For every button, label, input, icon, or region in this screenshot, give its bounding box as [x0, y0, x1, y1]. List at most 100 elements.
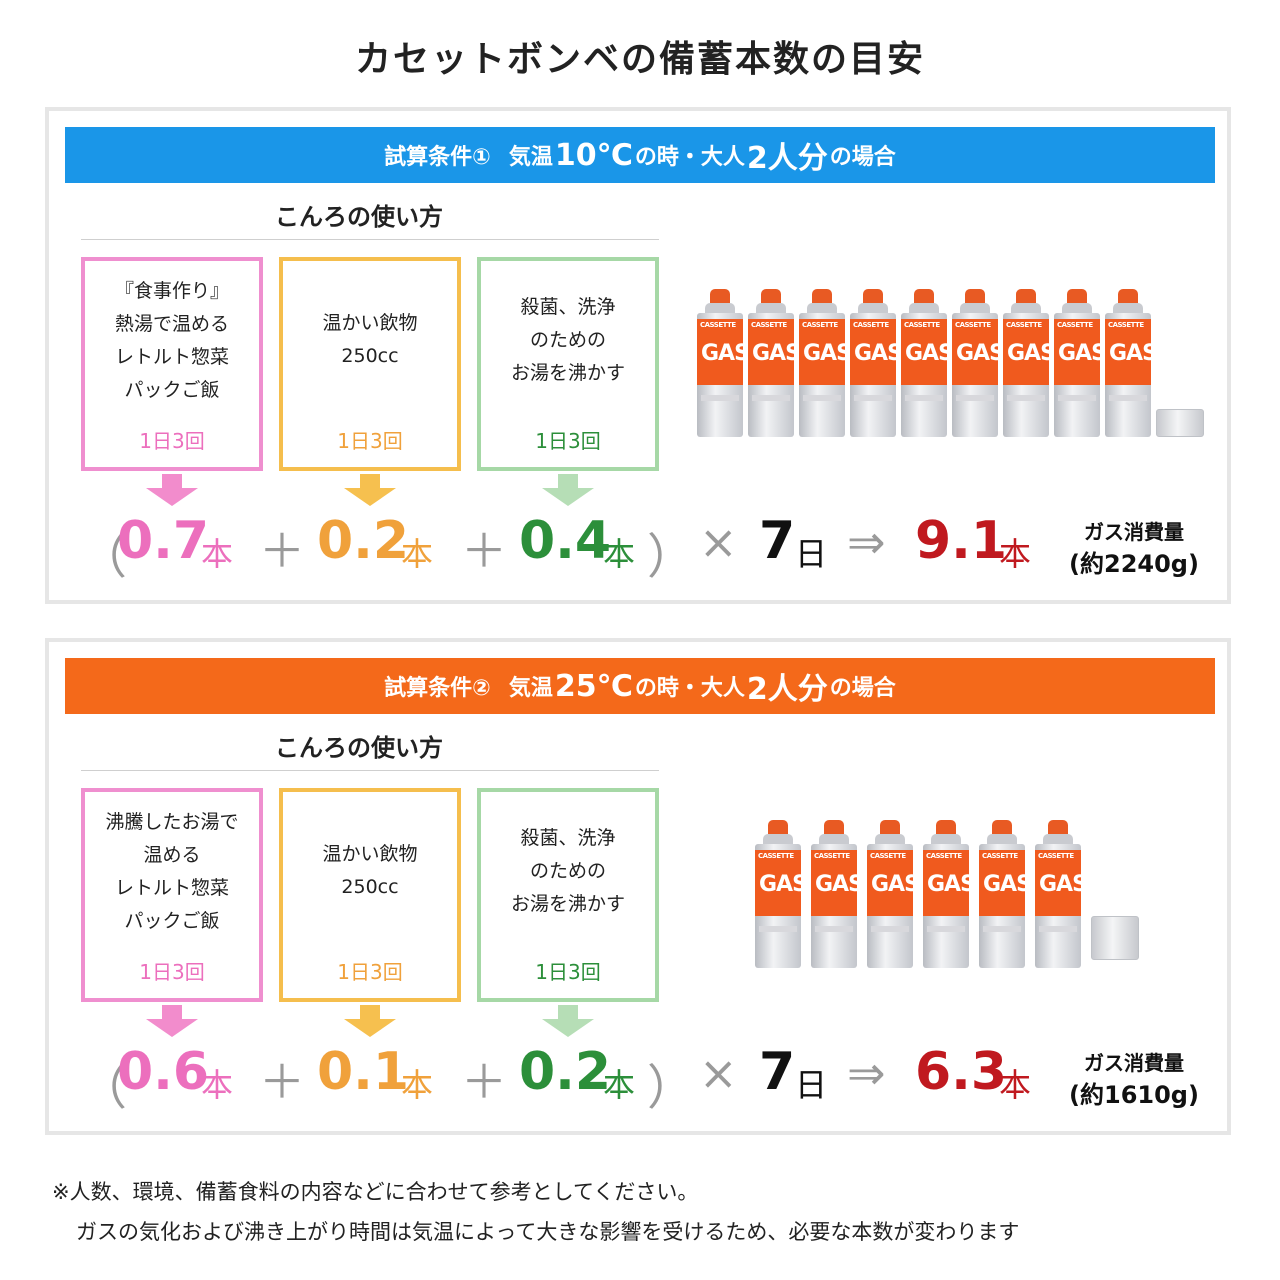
gas-consumption-label: ガス消費量 — [1084, 520, 1184, 544]
banner-people-count: 2人分 — [746, 672, 828, 707]
footnote-line-2: ガスの気化および沸き上がり時間は気温によって大きな影響を受けるため、必要な本数が… — [76, 1220, 1020, 1244]
usage-divider — [81, 239, 659, 240]
total-value: 9.1 — [915, 511, 1008, 571]
drink-value: 0.2 — [317, 511, 410, 571]
banner-pre: 気温 — [508, 676, 553, 701]
gas-consumption-label: ガス消費量 — [1084, 1051, 1184, 1075]
cooking-unit: 本 — [201, 535, 234, 573]
gas-can-icon: CASSETTE GAS — [1003, 289, 1056, 437]
plus-sign: ＋ — [259, 1055, 305, 1109]
usage-heading: こんろの使い方 — [275, 734, 443, 762]
usage-text: 『食事作り』 熱湯で温める レトルト惣菜 パックご飯 — [114, 280, 229, 401]
gas-can-icon: CASSETTE GAS — [755, 820, 808, 968]
banner-mid: の時・大人 — [634, 676, 745, 701]
close-paren: ） — [647, 1060, 696, 1116]
scenario-banner-2: 試算条件② 気温 25℃ の時・大人 2人分 の場合 — [65, 658, 1215, 714]
banner-prefix: 試算条件① — [384, 145, 491, 170]
gas-can-icon: CASSETTE GAS — [1054, 289, 1107, 437]
gas-can-icon: CASSETTE GAS — [923, 820, 976, 968]
usage-text: 沸騰したお湯で 温める レトルト惣菜 パックご飯 — [105, 811, 239, 932]
gas-can-icon: CASSETTE GAS — [748, 289, 801, 437]
times-sign: × — [699, 515, 738, 569]
usage-heading: こんろの使い方 — [275, 203, 443, 231]
usage-text: 殺菌、洗浄 のための お湯を沸かす — [510, 296, 625, 384]
plus-sign: ＋ — [461, 1055, 507, 1109]
usage-text: 温かい飲物 250cc — [322, 312, 418, 367]
usage-frequency: 1日3回 — [337, 429, 403, 453]
plus-sign: ＋ — [461, 524, 507, 578]
plus-sign: ＋ — [259, 524, 305, 578]
calculation-equation: （ 0.7 本 ＋ 0.2 本 ＋ 0.4 本 ） × 7 日 ⇒ 9.1 本 … — [69, 503, 1219, 593]
gas-can-icon: CASSETTE GAS — [697, 289, 750, 437]
calculation-equation: （ 0.6 本 ＋ 0.1 本 ＋ 0.2 本 ） × 7 日 ⇒ 6.3 本 … — [69, 1034, 1219, 1124]
days-unit: 日 — [795, 1066, 828, 1104]
drink-unit: 本 — [401, 535, 434, 573]
sterilize-unit: 本 — [603, 1066, 636, 1104]
drink-unit: 本 — [401, 1066, 434, 1104]
usage-frequency: 1日3回 — [337, 960, 403, 984]
gas-can-icon: CASSETTE GAS — [901, 289, 954, 437]
usage-box-sterilize: 殺菌、洗浄 のための お湯を沸かす 1日3回 — [477, 788, 659, 1002]
scenario-panel-1: 試算条件① 気温 10℃ の時・大人 2人分 の場合 こんろの使い方 『食事作り… — [45, 107, 1231, 604]
gas-can-icon: CASSETTE GAS — [811, 820, 864, 968]
gas-can-icon: CASSETTE GAS — [799, 289, 852, 437]
banner-prefix: 試算条件② — [384, 676, 491, 701]
sterilize-unit: 本 — [603, 535, 636, 573]
usage-box-drink: 温かい飲物 250cc 1日3回 — [279, 788, 461, 1002]
total-unit: 本 — [999, 535, 1032, 573]
days-unit: 日 — [795, 535, 828, 573]
page-title: カセットボンベの備蓄本数の目安 — [354, 39, 925, 80]
usage-box-cooking: 『食事作り』 熱湯で温める レトルト惣菜 パックご飯 1日3回 — [81, 257, 263, 471]
banner-mid: の時・大人 — [634, 145, 745, 170]
usage-text: 殺菌、洗浄 のための お湯を沸かす — [510, 827, 625, 915]
open-paren: （ — [79, 529, 128, 585]
banner-post: の場合 — [829, 676, 896, 701]
sterilize-value: 0.4 — [519, 511, 612, 571]
usage-frequency: 1日3回 — [139, 960, 205, 984]
scenario-panel-2: 試算条件② 気温 25℃ の時・大人 2人分 の場合 こんろの使い方 沸騰したお… — [45, 638, 1231, 1135]
usage-divider — [81, 770, 659, 771]
close-paren: ） — [647, 529, 696, 585]
down-arrow-icon — [344, 1005, 396, 1037]
total-unit: 本 — [999, 1066, 1032, 1104]
gas-cans-illustration: CASSETTE GAS CASSETTE GAS CASSETTE GAS CASS… — [697, 289, 1217, 439]
usage-frequency: 1日3回 — [535, 429, 601, 453]
partial-can-icon — [1156, 409, 1204, 437]
usage-text: 温かい飲物 250cc — [322, 843, 418, 898]
gas-can-icon: CASSETTE GAS — [850, 289, 903, 437]
banner-post: の場合 — [829, 145, 896, 170]
total-value: 6.3 — [915, 1042, 1008, 1102]
cooking-unit: 本 — [201, 1066, 234, 1104]
partial-can-icon — [1091, 916, 1139, 960]
usage-frequency: 1日3回 — [535, 960, 601, 984]
banner-pre: 気温 — [508, 145, 553, 170]
drink-value: 0.1 — [317, 1042, 410, 1102]
gas-consumption-value: (約2240g) — [1069, 550, 1199, 578]
banner-temperature: 25℃ — [554, 668, 633, 704]
days-value: 7 — [759, 511, 796, 571]
times-sign: × — [699, 1046, 738, 1100]
banner-people-count: 2人分 — [746, 141, 828, 176]
result-arrow: ⇒ — [847, 515, 886, 569]
days-value: 7 — [759, 1042, 796, 1102]
footnote-line-1: ※人数、環境、備蓄食料の内容などに合わせて参考としてください。 — [52, 1180, 699, 1204]
down-arrow-icon — [146, 1005, 198, 1037]
usage-box-sterilize: 殺菌、洗浄 のための お湯を沸かす 1日3回 — [477, 257, 659, 471]
gas-can-icon: CASSETTE GAS — [867, 820, 920, 968]
down-arrow-icon — [542, 1005, 594, 1037]
result-arrow: ⇒ — [847, 1046, 886, 1100]
down-arrow-icon — [542, 474, 594, 506]
gas-can-icon: CASSETTE GAS — [952, 289, 1005, 437]
banner-temperature: 10℃ — [554, 137, 633, 173]
gas-can-icon: CASSETTE GAS — [979, 820, 1032, 968]
down-arrow-icon — [146, 474, 198, 506]
gas-consumption-value: (約1610g) — [1069, 1081, 1199, 1109]
cooking-value: 0.6 — [117, 1042, 210, 1102]
gas-can-icon: CASSETTE GAS — [1105, 289, 1158, 437]
open-paren: （ — [79, 1060, 128, 1116]
usage-box-cooking: 沸騰したお湯で 温める レトルト惣菜 パックご飯 1日3回 — [81, 788, 263, 1002]
sterilize-value: 0.2 — [519, 1042, 612, 1102]
scenario-banner-1: 試算条件① 気温 10℃ の時・大人 2人分 の場合 — [65, 127, 1215, 183]
gas-can-icon: CASSETTE GAS — [1035, 820, 1088, 968]
usage-box-drink: 温かい飲物 250cc 1日3回 — [279, 257, 461, 471]
